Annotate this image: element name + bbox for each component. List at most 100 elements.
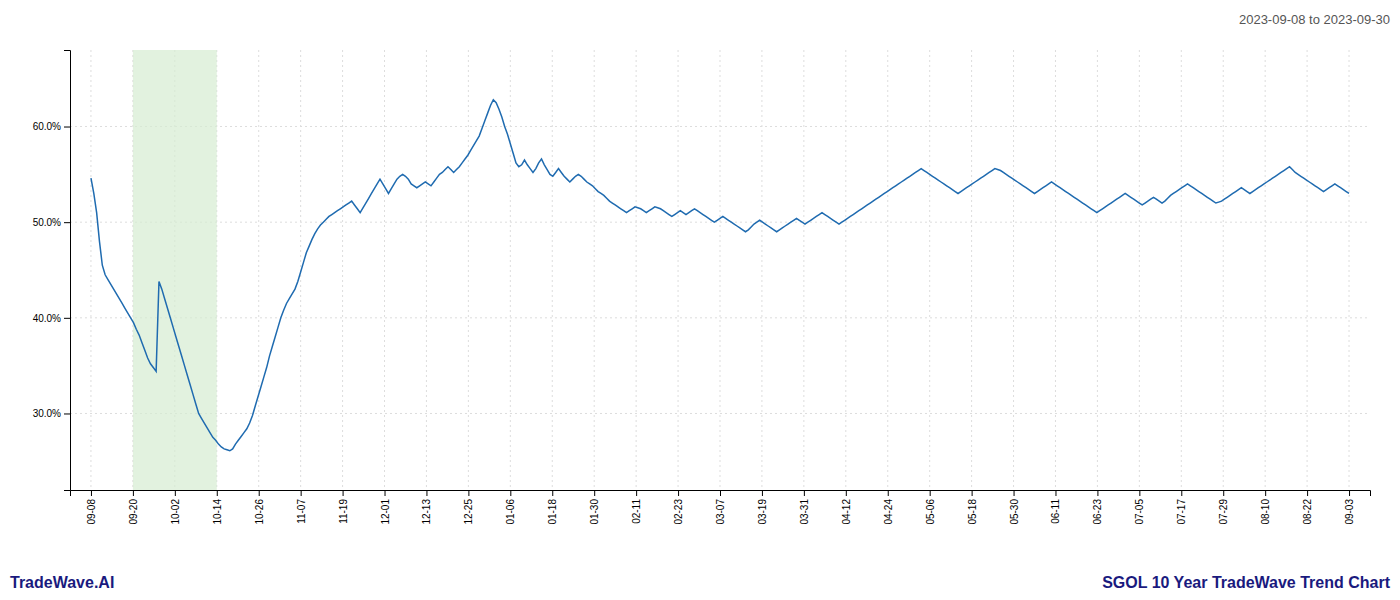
plot-area: 09-0809-2010-0210-1410-2611-0711-1912-01… [33,50,1371,525]
tick-mark [468,490,469,496]
tick-label: 10-02 [170,499,181,525]
x-axis: 09-0809-2010-0210-1410-2611-0711-1912-01… [71,490,1371,525]
tick-label: 01-06 [505,499,516,525]
tick-mark [343,490,344,496]
tick: 02-11 [631,490,642,524]
tick-label: 06-23 [1092,499,1103,525]
tick: 50.0% [33,217,70,228]
grid-line [1223,50,1224,490]
grid-line [845,50,846,490]
tick-mark [64,127,70,128]
tick-mark [1265,490,1266,496]
tick-mark [678,490,679,496]
tick-mark [1181,490,1182,496]
tick-mark [301,490,302,496]
tick-label: 01-18 [547,499,558,525]
tick-label: 11-19 [338,499,349,524]
tick-label: 09-03 [1344,499,1355,525]
tick-label: 07-05 [1134,499,1145,525]
tick: 02-23 [673,490,684,525]
tick: 10-14 [212,490,223,525]
tick-mark [64,413,70,414]
tick-mark [510,490,511,496]
tick: 05-30 [1009,490,1020,525]
tick-mark [91,490,92,496]
tick-mark [888,490,889,496]
grid-line [70,413,1370,414]
tick: 01-18 [547,490,558,525]
tick-label: 40.0% [33,313,61,324]
tick: 05-06 [925,490,936,525]
tick-label: 60.0% [33,121,61,132]
tick-mark [972,490,973,496]
tick-mark [217,490,218,496]
tick: 40.0% [33,313,70,324]
grid-line [1181,50,1182,490]
grid-line [468,50,469,490]
tick-mark [552,490,553,496]
tick-mark [1055,490,1056,496]
tick: 05-18 [967,490,978,525]
tick-label: 11-07 [296,499,307,524]
grid-line [803,50,804,490]
tick-label: 09-20 [128,499,139,525]
tick-mark [762,490,763,496]
axis-line [64,51,71,491]
tick-mark [846,490,847,496]
tick-mark [1349,490,1350,496]
tick-mark [1307,490,1308,496]
tick-label: 03-07 [715,499,726,525]
grid-line [1307,50,1308,490]
grid-line [1097,50,1098,490]
tick-mark [64,222,70,223]
tick-mark [133,490,134,496]
grid-line [1349,50,1350,490]
tick: 03-31 [799,490,810,525]
tick: 03-07 [715,490,726,525]
tick-label: 08-22 [1302,499,1313,525]
grid-line [761,50,762,490]
grid-line [1013,50,1014,490]
tick-mark [426,490,427,496]
tick-mark [1139,490,1140,496]
tick-label: 01-30 [589,499,600,525]
tick-mark [175,490,176,496]
tick: 11-19 [338,490,349,524]
tick-label: 05-18 [967,499,978,525]
tick: 01-06 [505,490,516,525]
grid-line [1139,50,1140,490]
subtitle: 2023-09-08 to 2023-09-30 [1239,12,1390,27]
line [91,100,1349,451]
tick: 06-11 [1050,490,1061,524]
tick-label: 04-12 [841,499,852,525]
grid-line [1265,50,1266,490]
tick: 30.0% [33,408,70,419]
tick: 09-20 [128,490,139,525]
tick: 07-05 [1134,490,1145,525]
tick: 03-19 [757,490,768,525]
tick-label: 10-14 [212,499,223,525]
grid-line [887,50,888,490]
tick-label: 02-11 [631,499,642,524]
tick-label: 30.0% [33,408,61,419]
grid-line [90,50,91,490]
title: SGOL 10 Year TradeWave Trend Chart [1102,574,1391,591]
grid-line [70,317,1370,318]
marks [91,50,1349,490]
tick-label: 05-06 [925,499,936,525]
tick-label: 03-31 [799,499,810,525]
grid-line [1055,50,1056,490]
tick-label: 02-23 [673,499,684,525]
tick-mark [720,490,721,496]
grid-line [510,50,511,490]
grid-line [720,50,721,490]
tick: 10-26 [254,490,265,525]
tick: 12-25 [463,490,474,525]
tick-mark [1223,490,1224,496]
annotation: TradeWave.AI [10,574,114,591]
tick: 08-22 [1302,490,1313,525]
tick: 12-01 [380,490,391,525]
tick-label: 07-17 [1176,499,1187,525]
tick: 10-02 [170,490,181,525]
grid-line [552,50,553,490]
